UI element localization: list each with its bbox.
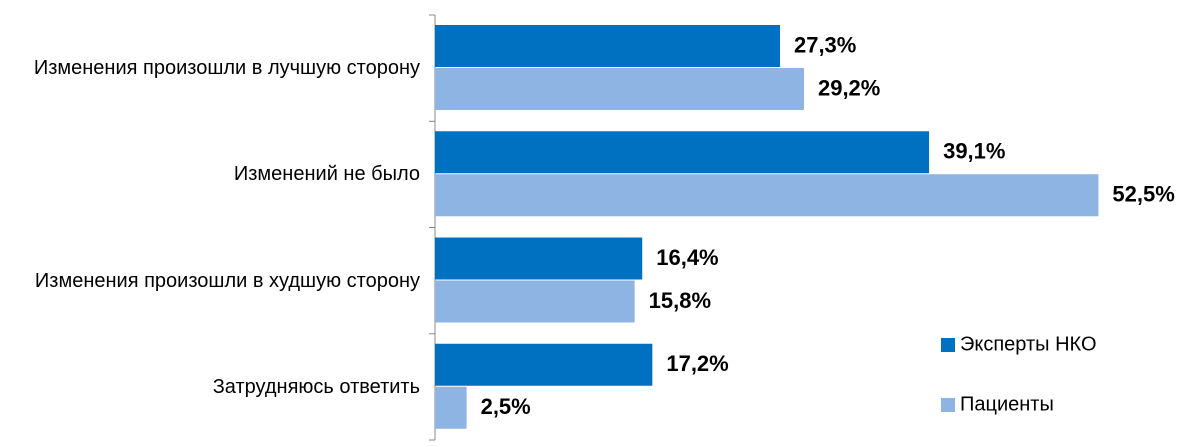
category-label: Изменения произошли в лучшую сторону [33, 57, 420, 80]
category-label: Изменений не было [233, 163, 420, 186]
value-label: 15,8% [649, 288, 711, 313]
bar [435, 343, 653, 386]
category-label: Изменения произошли в худшую сторону [34, 269, 420, 292]
bar [435, 25, 780, 67]
value-label: 2,5% [481, 394, 531, 419]
bar [435, 237, 643, 280]
value-label: 16,4% [656, 245, 718, 270]
bar [435, 131, 930, 174]
legend-label: Эксперты НКО [960, 333, 1097, 355]
legend-label: Пациенты [960, 393, 1054, 415]
bar [435, 386, 467, 429]
value-label: 27,3% [794, 32, 856, 57]
bar [435, 174, 1099, 217]
category-label: Затрудняюсь ответить [212, 375, 420, 398]
legend-swatch [941, 338, 955, 352]
bar [435, 68, 804, 110]
value-label: 52,5% [1112, 182, 1174, 207]
value-label: 17,2% [666, 351, 728, 376]
bar [435, 280, 635, 323]
value-label: 29,2% [818, 75, 880, 100]
value-label: 39,1% [943, 139, 1005, 164]
legend-swatch [941, 398, 955, 412]
